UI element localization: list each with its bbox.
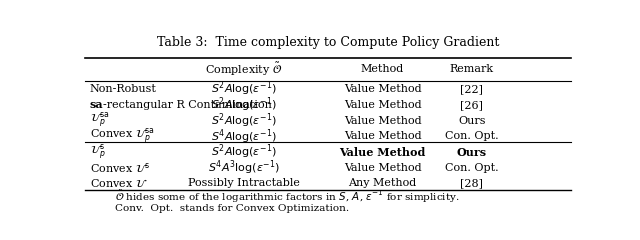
Text: $S^4A\log(\epsilon^{-1})$: $S^4A\log(\epsilon^{-1})$ <box>211 127 276 146</box>
Text: Convex $\mathcal{U}$: Convex $\mathcal{U}$ <box>90 177 147 189</box>
Text: Value Method: Value Method <box>344 116 421 126</box>
Text: Possibly Intractable: Possibly Intractable <box>188 178 300 188</box>
Text: Remark: Remark <box>450 65 494 74</box>
Text: Value Method: Value Method <box>344 100 421 110</box>
Text: Ours: Ours <box>458 116 486 126</box>
Text: [26]: [26] <box>460 100 483 110</box>
Text: Conv.  Opt.  stands for Convex Optimization.: Conv. Opt. stands for Convex Optimizatio… <box>115 204 349 213</box>
Text: Method: Method <box>361 65 404 74</box>
Text: Convex $\mathcal{U}^{\mathrm{s}}$: Convex $\mathcal{U}^{\mathrm{s}}$ <box>90 161 150 175</box>
Text: $\mathcal{U}_p^{\mathrm{sa}}$: $\mathcal{U}_p^{\mathrm{sa}}$ <box>90 111 109 130</box>
Text: Ours: Ours <box>457 146 487 157</box>
Text: Value Method: Value Method <box>344 84 421 94</box>
Text: [28]: [28] <box>460 178 483 188</box>
Text: Table 3:  Time complexity to Compute Policy Gradient: Table 3: Time complexity to Compute Poli… <box>157 36 499 49</box>
Text: Value Method: Value Method <box>344 131 421 141</box>
Text: [22]: [22] <box>460 84 483 94</box>
Text: $S^2A\log(\epsilon^{-1})$: $S^2A\log(\epsilon^{-1})$ <box>211 143 276 161</box>
Text: $\tilde{\mathcal{O}}$ hides some of the logarithmic factors in $S$, $A$, $\epsil: $\tilde{\mathcal{O}}$ hides some of the … <box>115 189 460 205</box>
Text: $S^4A^3\log(\epsilon^{-1})$: $S^4A^3\log(\epsilon^{-1})$ <box>208 158 280 177</box>
Text: Con. Opt.: Con. Opt. <box>445 163 499 173</box>
Text: Con. Opt.: Con. Opt. <box>445 131 499 141</box>
Text: $S^2A\log(\epsilon^{-1})$: $S^2A\log(\epsilon^{-1})$ <box>211 111 276 130</box>
Text: $\mathcal{U}_p^{\mathrm{s}}$: $\mathcal{U}_p^{\mathrm{s}}$ <box>90 142 106 162</box>
Text: Value Method: Value Method <box>344 163 421 173</box>
Text: sa: sa <box>90 99 104 110</box>
Text: $S^2A\log(\epsilon^{-1})$: $S^2A\log(\epsilon^{-1})$ <box>211 96 276 114</box>
Text: Convex $\mathcal{U}_p^{\mathrm{sa}}$: Convex $\mathcal{U}_p^{\mathrm{sa}}$ <box>90 126 154 146</box>
Text: -rectangular R Contamination: -rectangular R Contamination <box>103 100 272 110</box>
Text: Any Method: Any Method <box>348 178 417 188</box>
Text: Non-Robust: Non-Robust <box>90 84 157 94</box>
Text: Value Method: Value Method <box>339 146 426 157</box>
Text: Complexity $\tilde{\mathcal{O}}$: Complexity $\tilde{\mathcal{O}}$ <box>205 61 282 78</box>
Text: $S^2A\log(\epsilon^{-1})$: $S^2A\log(\epsilon^{-1})$ <box>211 80 276 98</box>
